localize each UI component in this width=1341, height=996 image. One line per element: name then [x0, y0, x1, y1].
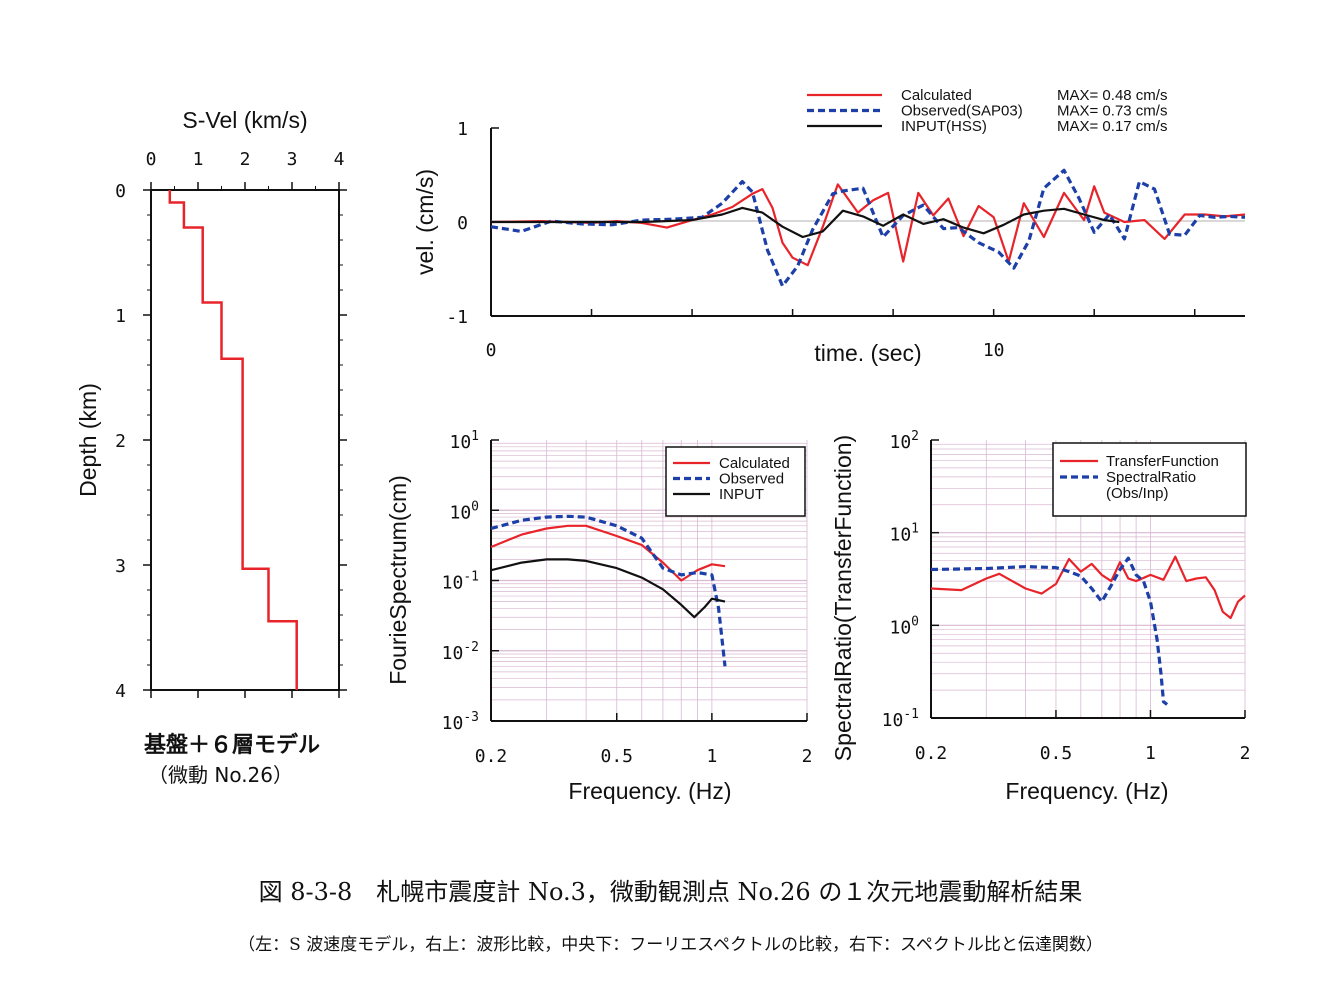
waveform-legend-label: Observed(SAP03) — [901, 103, 1023, 120]
waveform-legend-label: Calculated — [901, 87, 972, 104]
fourier-series-line — [491, 514, 727, 667]
fourier-xlabel: Frequency. (Hz) — [568, 778, 731, 804]
fourier-spectrum-panel: FourieSpectrum(cm) Frequency. (Hz) 0.2 0.… — [385, 429, 812, 804]
fourier-ytick-label: 101 — [449, 429, 479, 453]
waveform-legend-max: MAX= 0.17 cm/s — [1057, 118, 1167, 135]
velocity-model-ytick-label: 1 — [115, 306, 126, 327]
waveform-ylabel: vel. (cm/s) — [412, 169, 438, 275]
ratio-series-line — [931, 556, 1169, 706]
fourier-ticks: 0.2 0.5 1 2 101 100 10-1 10-2 10-3 — [442, 429, 813, 767]
ratio-legend-box — [1052, 442, 1247, 517]
fourier-series-line — [491, 524, 726, 582]
waveform-series-line — [491, 206, 1120, 239]
waveform-series-line — [491, 183, 1245, 267]
model-label-title: 基盤＋６層モデル — [144, 732, 320, 758]
velocity-model-yticks: 0 1 2 3 4 — [115, 181, 347, 702]
velocity-model-xtick-label: 2 — [240, 149, 251, 170]
ratio-xtick-label: 1 — [1145, 743, 1156, 764]
fourier-ytick-label: 10-1 — [442, 570, 479, 594]
waveform-xtick-label: 10 — [983, 340, 1005, 361]
waveform-ticks: 10-10 10 — [446, 119, 1196, 361]
velocity-model-xtick-label: 4 — [334, 149, 345, 170]
waveform-ytick-label: -1 — [446, 307, 468, 328]
fourier-legend-box — [665, 446, 806, 517]
fourier-ylabel: FourieSpectrum(cm) — [385, 475, 411, 685]
ratio-legend-label: SpectralRatio — [1106, 469, 1196, 486]
velocity-model-xtick-label: 1 — [193, 149, 204, 170]
fourier-series-group — [491, 514, 727, 667]
ratio-ytick-label: 102 — [889, 429, 919, 453]
velocity-model-ytick-label: 2 — [115, 431, 126, 452]
ratio-xtick-label: 2 — [1240, 743, 1251, 764]
ratio-ticks: 0.2 0.5 1 2 102 101 100 10-1 — [882, 429, 1251, 764]
figure-caption: 図 8-3-8 札幌市震度計 No.3，微動観測点 No.26 の１次元地震動解… — [258, 878, 1083, 906]
fourier-xtick-label: 1 — [706, 746, 717, 767]
figure-caption-detail: （左：S 波速度モデル，右上：波形比較，中央下：フーリエスペクトルの比較，右下：… — [238, 935, 1103, 955]
waveform-legend-max: MAX= 0.48 cm/s — [1057, 87, 1167, 104]
velocity-model-panel: S-Vel (km/s) Depth (km) 0 1 2 3 4 0 1 2 3 4 — [75, 107, 347, 702]
ratio-legend-label: (Obs/Inp) — [1106, 485, 1169, 502]
ratio-xtick-label: 0.2 — [915, 743, 948, 764]
ratio-series-line — [931, 555, 1246, 620]
ratio-xlabel: Frequency. (Hz) — [1005, 778, 1168, 804]
ratio-ytick-label: 10-1 — [882, 707, 919, 731]
velocity-model-ytick-label: 0 — [115, 181, 126, 202]
fourier-legend-label: Calculated — [719, 455, 790, 472]
ratio-legend-label: TransferFunction — [1106, 453, 1219, 470]
waveform-legend-max: MAX= 0.73 cm/s — [1057, 103, 1167, 120]
fourier-ytick-label: 10-3 — [442, 710, 479, 734]
fourier-xtick-label: 0.2 — [475, 746, 508, 767]
velocity-model-ytick-label: 4 — [115, 681, 126, 702]
ratio-ytick-label: 101 — [889, 522, 919, 546]
spectral-ratio-panel: SpectralRatio(TransferFunction) Frequenc… — [830, 429, 1250, 804]
waveform-ytick-label: 0 — [457, 213, 468, 234]
fourier-legend-label: Observed — [719, 471, 784, 488]
ratio-xtick-label: 0.5 — [1040, 743, 1073, 764]
ratio-ytick-label: 100 — [889, 614, 919, 638]
fourier-ytick-label: 10-2 — [442, 640, 479, 664]
velocity-model-xlabel: S-Vel (km/s) — [182, 107, 307, 133]
fourier-series-line — [491, 558, 726, 619]
ratio-ylabel: SpectralRatio(TransferFunction) — [830, 435, 856, 761]
waveform-xlabel: time. (sec) — [814, 340, 921, 366]
fourier-ytick-label: 100 — [449, 499, 479, 523]
waveform-panel: vel. (cm/s) time. (sec) 10-10 10 Calculat… — [412, 87, 1245, 366]
velocity-model-ylabel: Depth (km) — [75, 383, 101, 497]
velocity-model-ytick-label: 3 — [115, 556, 126, 577]
waveform-ytick-label: 1 — [457, 119, 468, 140]
ratio-series-group — [931, 555, 1246, 706]
waveform-series-group — [491, 168, 1245, 288]
fourier-legend-label: INPUT — [719, 486, 764, 503]
fourier-xtick-label: 0.5 — [600, 746, 633, 767]
waveform-legend-label: INPUT(HSS) — [901, 118, 987, 135]
model-label-subtitle: （微動 No.26） — [148, 763, 293, 787]
velocity-model-xtick-label: 3 — [287, 149, 298, 170]
waveform-legend: Calculated MAX= 0.48 cm/s Observed(SAP03) M… — [807, 87, 1167, 135]
waveform-xtick-label: 0 — [486, 340, 497, 361]
fourier-xtick-label: 2 — [802, 746, 813, 767]
velocity-model-frame — [150, 189, 340, 691]
velocity-model-profile-line — [168, 190, 298, 690]
velocity-model-xticks: 0 1 2 3 4 — [146, 149, 345, 698]
velocity-model-xtick-label: 0 — [146, 149, 157, 170]
waveform-series-line — [491, 168, 1245, 288]
